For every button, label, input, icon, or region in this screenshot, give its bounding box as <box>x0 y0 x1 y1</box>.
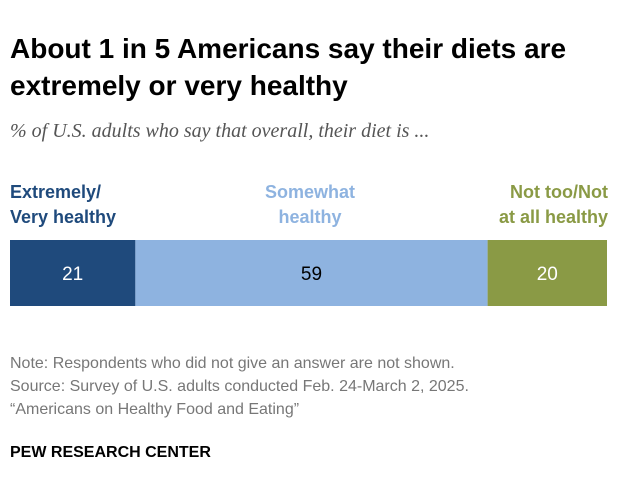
legend-label-line: Very healthy <box>10 207 117 227</box>
chart-notes: Note: Respondents who did not give an an… <box>10 352 610 421</box>
bar-segment-2 <box>135 240 488 306</box>
pew-logo-text: PEW RESEARCH CENTER <box>10 444 211 461</box>
data-label-1: 21 <box>62 264 83 285</box>
source-text: Source: Survey of U.S. adults conducted … <box>10 378 469 395</box>
chart-title: About 1 in 5 Americans say their diets a… <box>10 33 567 101</box>
legend-label-extremely-very-healthy: Extremely/ Very healthy <box>10 180 116 230</box>
legend-label-line: healthy <box>278 207 342 227</box>
report-title: “Americans on Healthy Food and Eating” <box>10 401 300 418</box>
legend-label-line: at all healthy <box>498 207 608 227</box>
bar-segment-1 <box>10 240 136 306</box>
chart-subtitle: % of U.S. adults who say that overall, t… <box>10 120 430 142</box>
data-label-2: 59 <box>301 264 322 285</box>
bar-segment-3 <box>487 240 607 306</box>
legend-label-line: Not too/Not <box>510 182 608 202</box>
legend-label-line: Extremely/ <box>10 182 102 202</box>
note-text: Note: Respondents who did not give an an… <box>10 355 455 372</box>
legend-label-somewhat-healthy: Somewhat healthy <box>250 180 370 230</box>
legend-label-line: Somewhat <box>264 182 356 202</box>
legend-label-not-too-not-at-all-healthy: Not too/Not at all healthy <box>499 180 608 230</box>
data-label-3: 20 <box>537 264 558 285</box>
